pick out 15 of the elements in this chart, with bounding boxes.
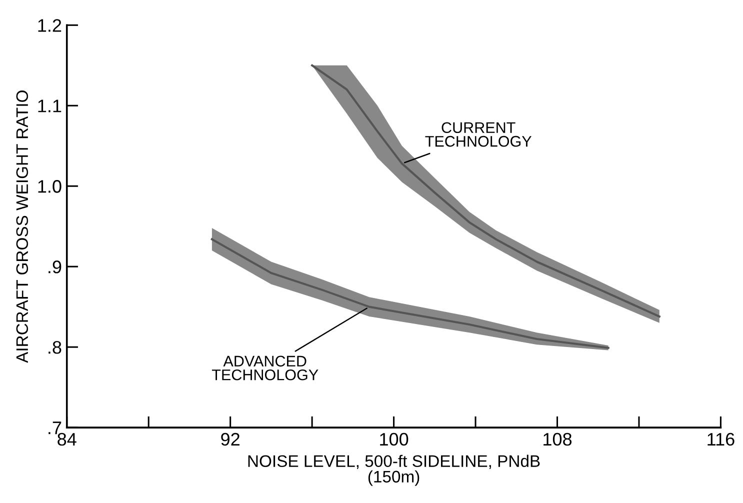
y-tick-label: .7 [48,422,62,434]
y-tick-label: .8 [48,341,62,354]
x-tick-label: 108 [544,432,572,446]
text: ADVANCED TECHNOLOGY [212,356,318,380]
y-tick-label: .9 [48,260,62,274]
y-tick-label: 1.0 [38,180,62,193]
y-axis-title: AIRCRAFT GROSS WEIGHT RATIO [16,90,28,363]
x-tick-label: 92 [221,432,240,446]
x-axis-title: NOISE LEVEL, 500-ft SIDELINE, PNdB (150m) [248,454,540,486]
x-tick-label: 116 [708,432,734,446]
x-tick-label: 84 [58,432,76,446]
y-tick-label: 1.2 [38,19,62,32]
y-tick-label: 1.1 [38,100,62,112]
x-tick-label: 100 [380,432,408,446]
series-label: CURRENT TECHNOLOGY [425,122,532,147]
